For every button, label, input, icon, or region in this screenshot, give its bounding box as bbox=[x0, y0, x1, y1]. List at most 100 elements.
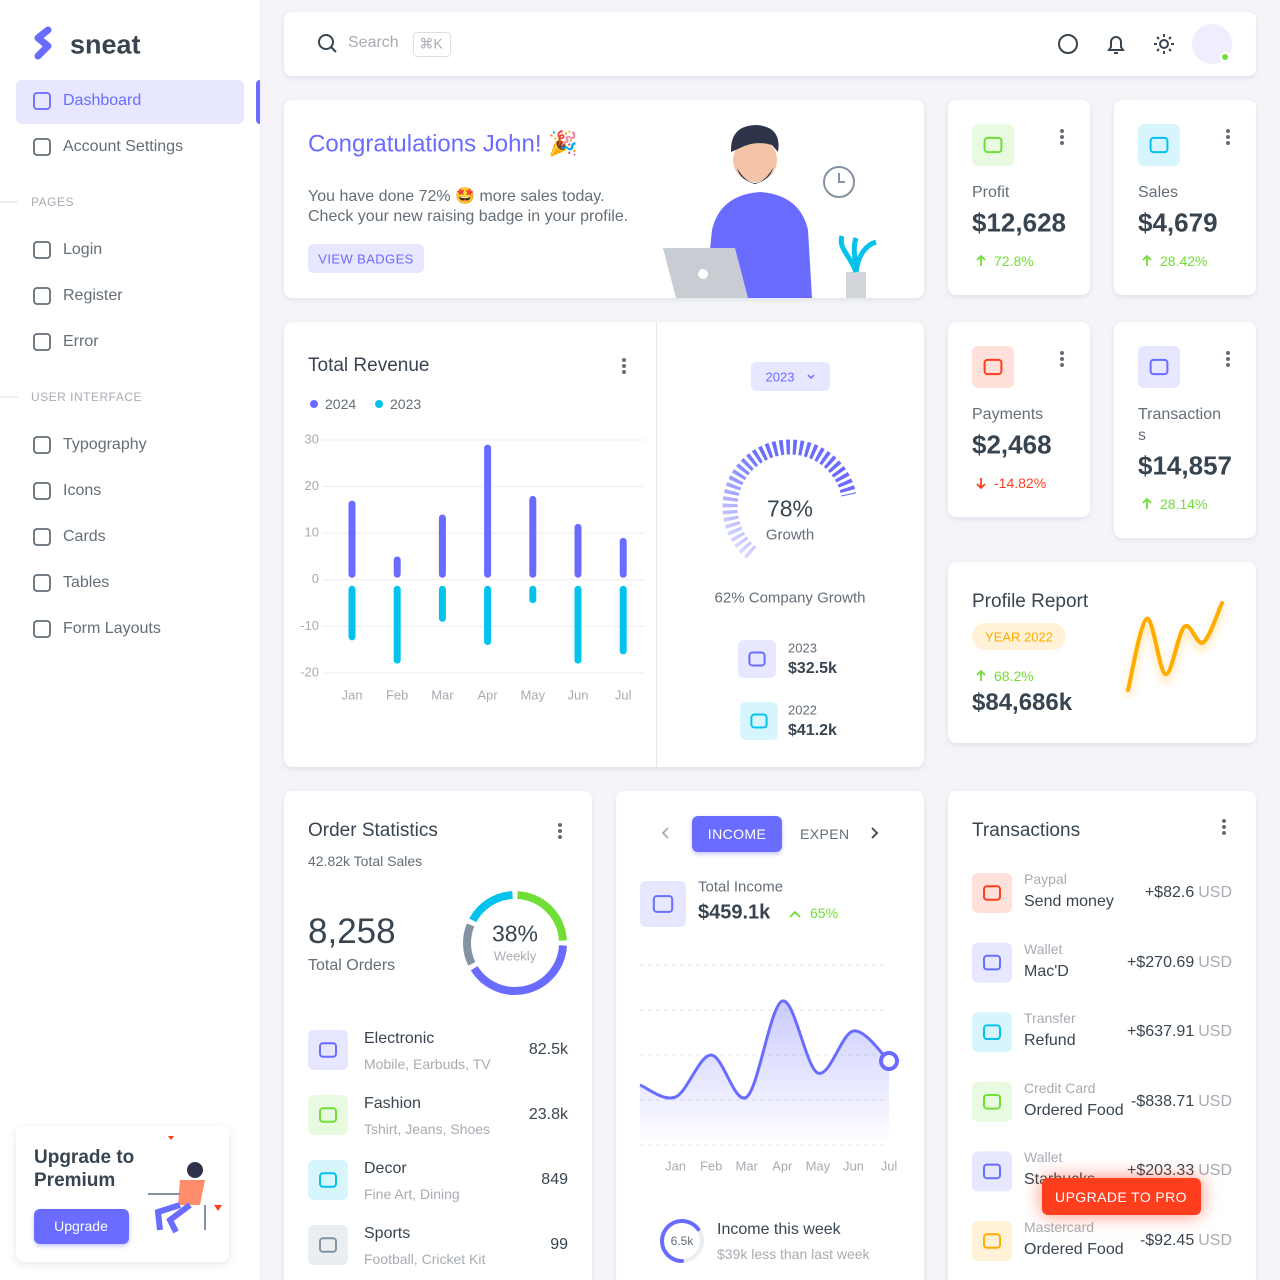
menu-item[interactable]: Form Layouts bbox=[63, 620, 161, 637]
icon-glyph bbox=[983, 1094, 1001, 1110]
menu-item[interactable]: Account Settings bbox=[63, 138, 184, 155]
total-orders: 8,258 bbox=[308, 912, 396, 951]
icon-glyph bbox=[319, 1172, 337, 1188]
kebab-dot bbox=[1060, 363, 1064, 367]
menu-item[interactable]: Dashboard bbox=[63, 92, 142, 109]
amount-part: USD bbox=[1198, 953, 1232, 971]
legend-label: 2024 bbox=[325, 396, 357, 412]
end-marker bbox=[879, 1051, 899, 1071]
item-desc: Football, Cricket Kit bbox=[364, 1251, 486, 1267]
shortcut: ⌘K bbox=[419, 35, 443, 52]
nav-icons bbox=[318, 34, 1174, 54]
bar bbox=[484, 444, 492, 578]
icon-box bbox=[308, 1160, 348, 1200]
icon-glyph bbox=[748, 651, 766, 667]
online-dot bbox=[1220, 52, 1230, 62]
upgrade-illustration bbox=[148, 1136, 222, 1234]
amount-part: USD bbox=[1198, 1162, 1232, 1180]
view-badges-button[interactable] bbox=[308, 244, 424, 273]
transaction-type: Credit Card bbox=[1024, 1079, 1096, 1096]
icon-box bbox=[740, 702, 778, 740]
x-tick-label: Mar bbox=[736, 1158, 759, 1173]
icon-glyph bbox=[983, 358, 1003, 376]
prev-arrow bbox=[661, 827, 669, 839]
gauge-label: Growth bbox=[765, 526, 815, 544]
menu-item[interactable]: Tables bbox=[63, 574, 110, 591]
menu-item[interactable]: Login bbox=[63, 241, 103, 258]
icon-box bbox=[308, 1030, 348, 1070]
menu-item[interactable]: Register bbox=[63, 287, 123, 304]
x-tick-label: Jun bbox=[843, 1158, 864, 1173]
icon-box bbox=[738, 640, 776, 678]
menu-item[interactable]: Cards bbox=[63, 528, 106, 545]
icon-glyph bbox=[652, 895, 674, 913]
item-value: 99 bbox=[550, 1236, 568, 1253]
icon-box bbox=[972, 1012, 1012, 1053]
profile-change: 68.2% bbox=[994, 668, 1034, 684]
transaction-type: Mastercard bbox=[1024, 1219, 1095, 1235]
menu-item[interactable]: Icons bbox=[63, 482, 102, 499]
menu-item[interactable]: Error bbox=[63, 333, 99, 350]
icon-box bbox=[972, 346, 1014, 388]
transaction-amount: +$270.69 USD bbox=[1123, 953, 1232, 972]
sparkline bbox=[1126, 600, 1224, 692]
income-tab[interactable] bbox=[692, 816, 782, 852]
bar bbox=[574, 585, 582, 664]
bar bbox=[438, 585, 446, 622]
menu-icon bbox=[33, 241, 51, 259]
profile-report-card bbox=[948, 562, 1256, 743]
upgrade-pro-label[interactable]: UPGRADE TO PRO bbox=[1055, 1189, 1187, 1205]
transaction-desc: Ordered Food bbox=[1024, 1101, 1124, 1119]
bar bbox=[619, 537, 627, 578]
income-change: 65% bbox=[810, 905, 839, 921]
x-tick-label: Apr bbox=[477, 687, 498, 702]
item-desc: Tshirt, Jeans, Shoes bbox=[364, 1121, 491, 1137]
bar bbox=[348, 500, 356, 578]
upgrade-button[interactable] bbox=[34, 1209, 129, 1244]
shortcut-box bbox=[413, 32, 451, 57]
active-item[interactable] bbox=[16, 80, 244, 124]
income-area bbox=[640, 1000, 889, 1145]
menu-item[interactable]: Typography bbox=[63, 436, 147, 453]
kebab-dot bbox=[1222, 825, 1226, 829]
brand: sneat bbox=[70, 29, 141, 60]
transaction-amount: +$203.33 USD bbox=[1123, 1162, 1232, 1181]
item-name: Decor bbox=[364, 1160, 407, 1177]
icon-glyph bbox=[983, 885, 1001, 901]
item-value: 23.8k bbox=[528, 1106, 568, 1123]
upgrade-pro-button[interactable] bbox=[1042, 1178, 1201, 1215]
kebab-dot bbox=[558, 829, 562, 833]
transaction-desc: Ordered Food bbox=[1024, 1241, 1124, 1258]
card-title: Order Statistics bbox=[308, 820, 438, 841]
ring-value bbox=[660, 1219, 701, 1263]
x-tick-label: Apr bbox=[772, 1158, 793, 1173]
icon-box bbox=[1138, 346, 1180, 388]
amount-part: USD bbox=[1198, 1232, 1232, 1249]
icon-box bbox=[1138, 124, 1180, 166]
kebab-dot bbox=[622, 358, 626, 362]
item-value: 82.5k bbox=[528, 1041, 568, 1058]
donut-segment bbox=[463, 923, 476, 966]
stat-label: Payments bbox=[972, 406, 1044, 423]
week-title: Income this week bbox=[717, 1221, 841, 1238]
year-dropdown[interactable] bbox=[751, 362, 830, 391]
icon-glyph bbox=[750, 713, 768, 729]
y-tick-label: -20 bbox=[300, 664, 319, 679]
icon-glyph bbox=[983, 954, 1001, 971]
kebab-dot bbox=[1226, 141, 1230, 145]
welcome-text: You have done 72% 🤩 more sales today. bbox=[308, 188, 605, 205]
bar bbox=[393, 585, 401, 664]
x-tick-label: May bbox=[521, 687, 546, 702]
growth-amount: $41.2k bbox=[788, 722, 837, 739]
transaction-type: Paypal bbox=[1024, 871, 1067, 887]
active-indicator bbox=[256, 80, 260, 124]
menu-icon bbox=[33, 574, 51, 592]
legend-dot bbox=[310, 400, 318, 408]
year-badge bbox=[972, 623, 1066, 650]
x-tick-label: Feb bbox=[386, 687, 408, 702]
menu-icon bbox=[33, 620, 51, 638]
bar bbox=[619, 585, 627, 655]
menu-icon bbox=[33, 92, 51, 110]
item-value: 849 bbox=[541, 1171, 568, 1188]
upgrade-label: Upgrade bbox=[54, 1218, 108, 1234]
